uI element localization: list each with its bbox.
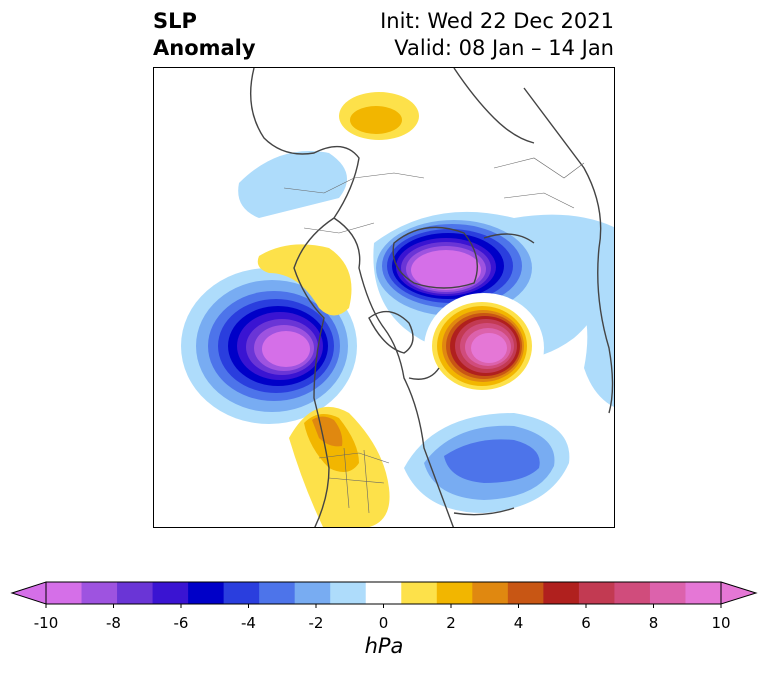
colorbar-extend-high: [720, 581, 758, 605]
colorbar-tick-label: 10: [711, 614, 731, 632]
colorbar-bin: [472, 582, 509, 604]
east-pacific-low: [181, 268, 357, 424]
colorbar-tick-label: 8: [648, 614, 659, 632]
colorbar-tick-label: -6: [173, 614, 189, 632]
colorbar-extend-low: [10, 581, 47, 605]
colorbar-bin: [578, 582, 615, 604]
valid-date: Valid: 08 Jan – 14 Jan: [394, 36, 614, 60]
anomaly-map: [153, 67, 615, 528]
colorbar-tick-label: -2: [308, 614, 324, 632]
west-atlantic-low: [404, 413, 570, 513]
colorbar-bin: [365, 582, 402, 604]
map-title: SLP Anomaly: [153, 8, 256, 62]
colorbar-bin: [401, 582, 438, 604]
colorbar-bin: [46, 582, 83, 604]
siberia-low: [238, 151, 347, 218]
init-date: Init: Wed 22 Dec 2021: [380, 9, 614, 33]
colorbar-tick-label: 2: [446, 614, 456, 632]
colorbar-bin: [685, 582, 722, 604]
colorbar-bin: [436, 582, 473, 604]
alaska-high: [257, 244, 352, 316]
colorbar-bin: [152, 582, 189, 604]
colorbar-bin: [223, 582, 260, 604]
colorbar-unit-label: hPa: [364, 634, 404, 658]
colorbar-bin: [649, 582, 686, 604]
colorbar-bin: [614, 582, 651, 604]
date-info: Init: Wed 22 Dec 2021 Valid: 08 Jan – 14…: [380, 8, 614, 62]
colorbar: [10, 581, 758, 608]
western-us-high: [289, 406, 390, 527]
north-atlantic-high: [424, 293, 544, 403]
asia-high: [339, 92, 419, 140]
colorbar-bin: [294, 582, 331, 604]
colorbar-tick-label: 0: [378, 614, 389, 632]
colorbar-tick-label: -8: [106, 614, 121, 632]
colorbar-bin: [188, 582, 225, 604]
colorbar-bin: [81, 582, 118, 604]
colorbar-bin: [330, 582, 367, 604]
colorbar-bin: [117, 582, 154, 604]
colorbar-tick-label: -10: [33, 614, 59, 632]
east-atlantic-low-edge: [514, 214, 614, 407]
colorbar-bin: [259, 582, 296, 604]
variable-title: SLP: [153, 9, 197, 33]
colorbar-bin: [507, 582, 544, 604]
colorbar-tick-label: -4: [241, 614, 256, 632]
borders: [283, 157, 585, 514]
colorbar-tick-label: 4: [513, 614, 524, 632]
kind-title: Anomaly: [153, 36, 256, 60]
colorbar-bin: [543, 582, 580, 604]
colorbar-tick-label: 6: [581, 614, 591, 632]
